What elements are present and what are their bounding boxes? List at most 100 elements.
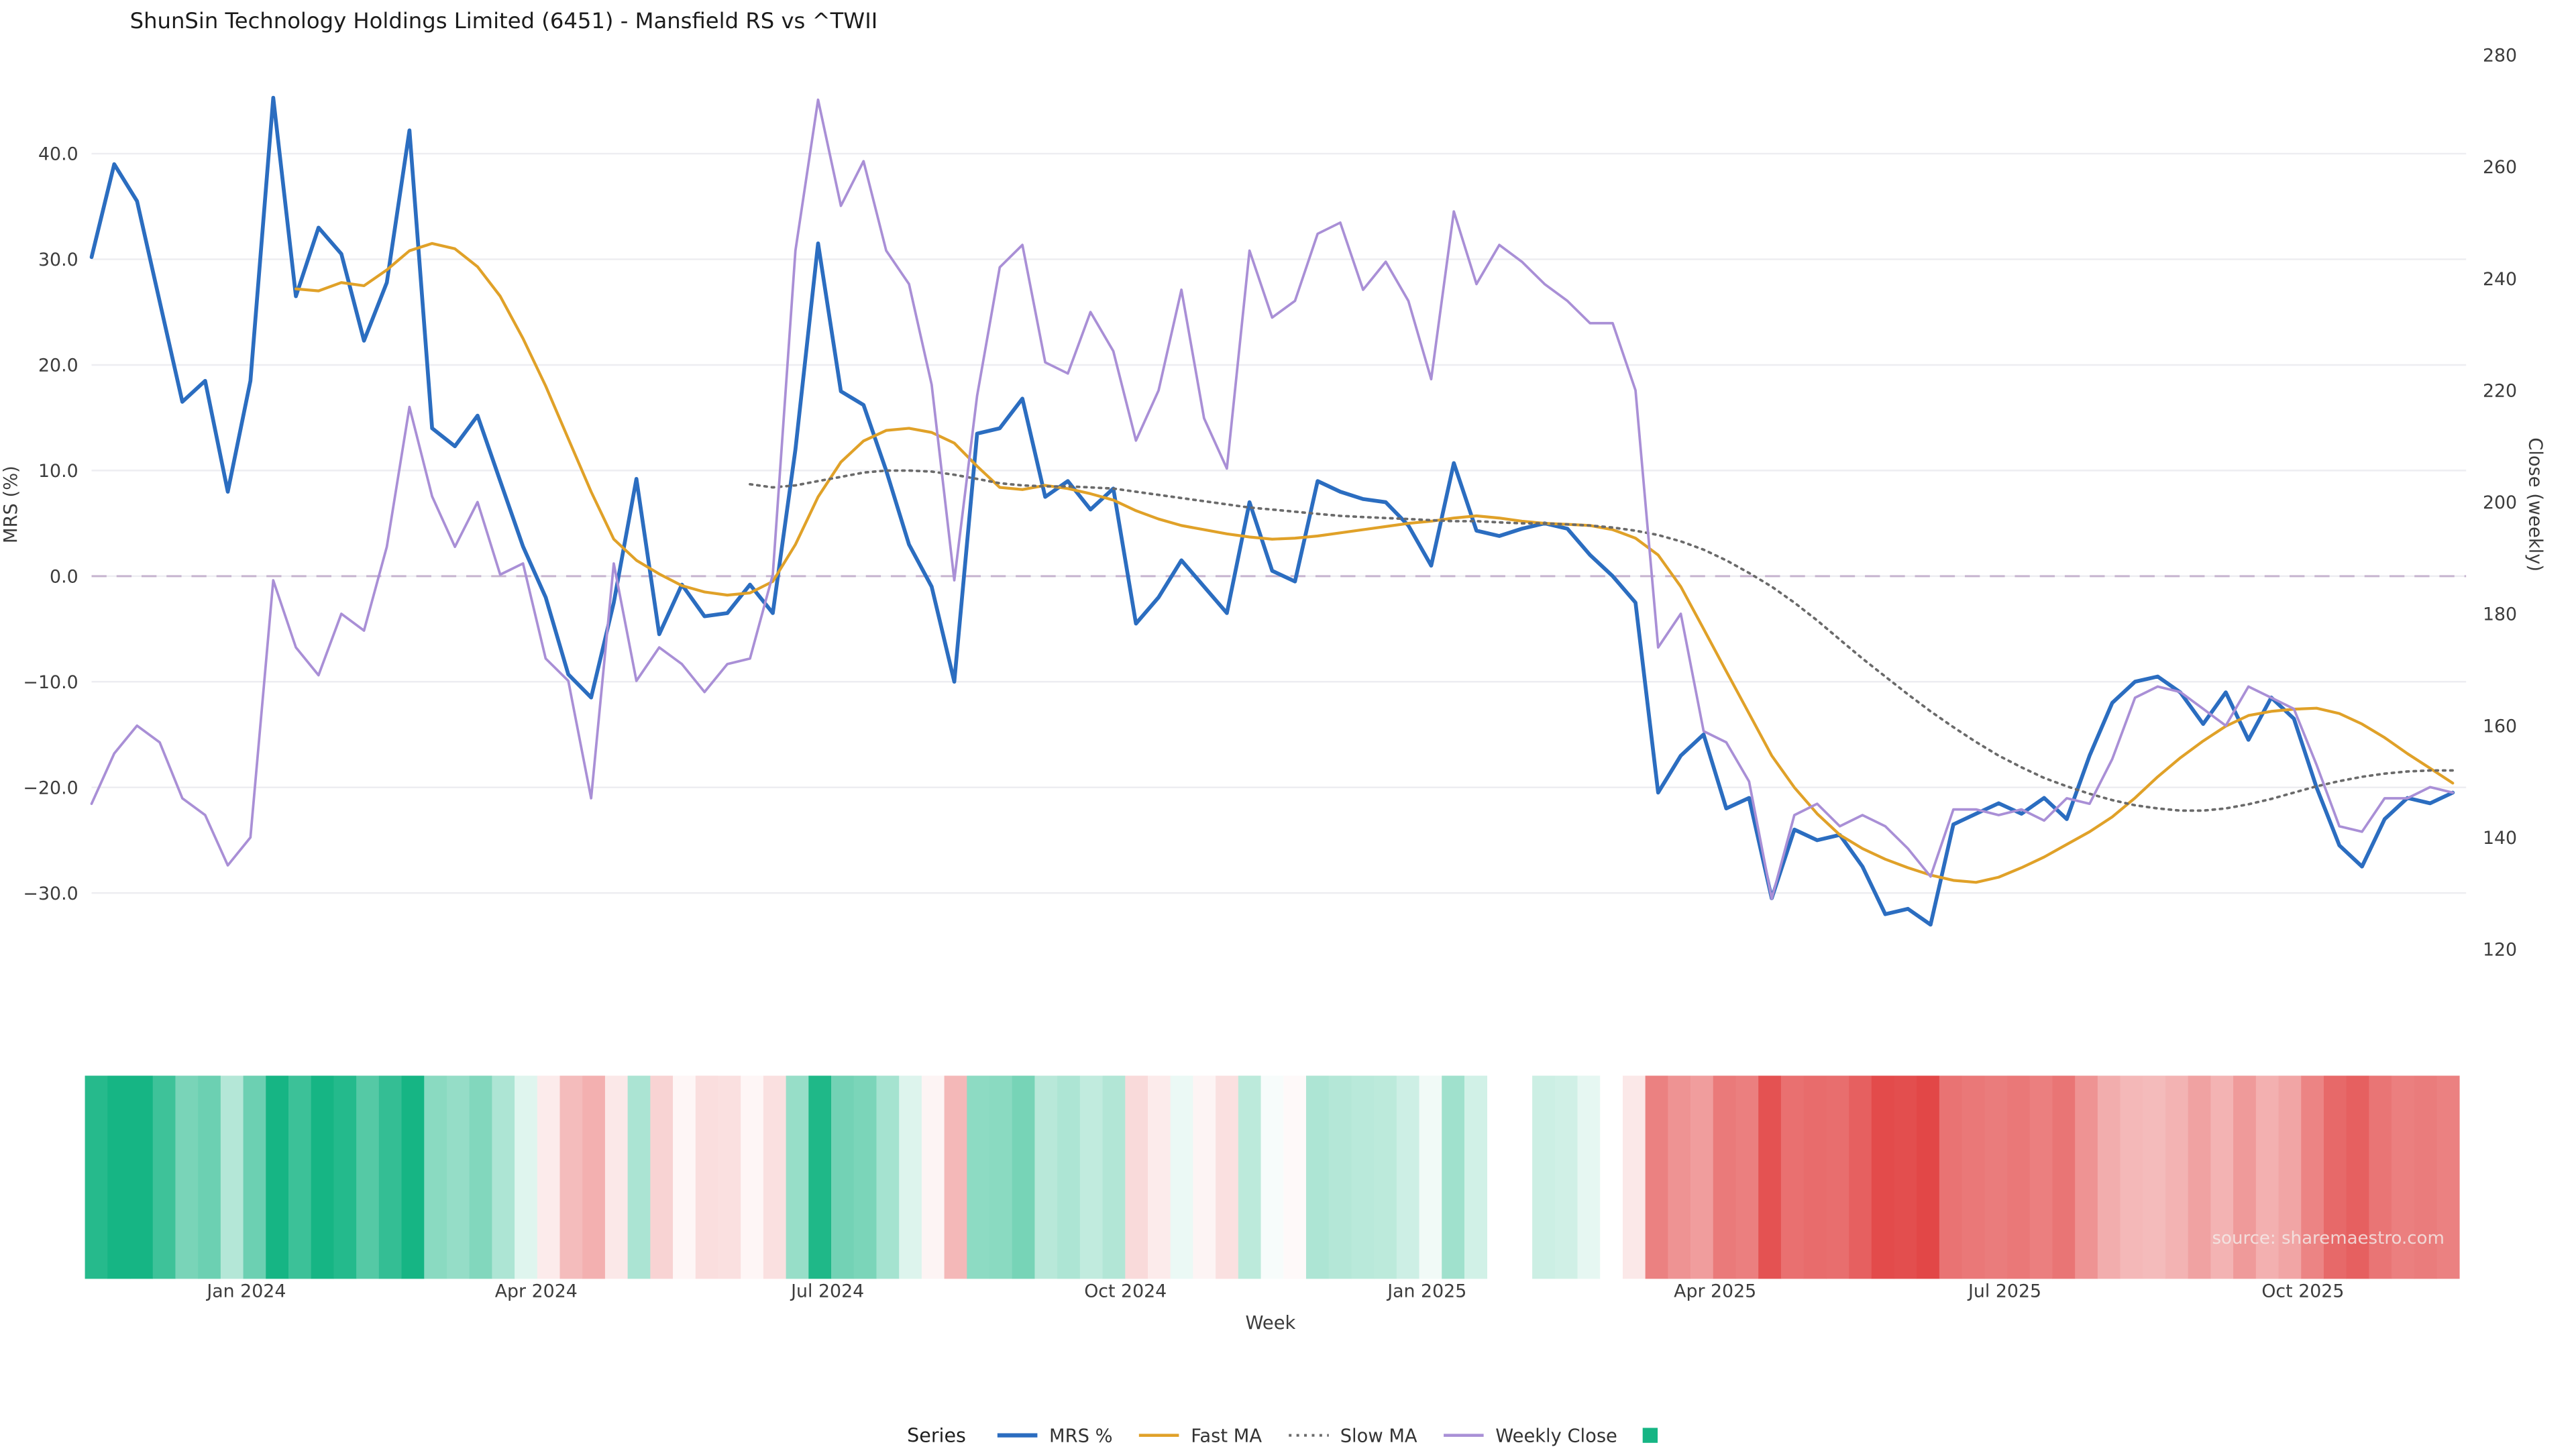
heatmap-cell xyxy=(1305,1075,1330,1279)
heatmap-cell xyxy=(2097,1075,2121,1279)
heatmap-cell xyxy=(469,1075,492,1279)
heatmap-cell xyxy=(1034,1075,1058,1279)
heatmap-cell xyxy=(1803,1075,1827,1279)
heatmap-cell xyxy=(1328,1075,1352,1279)
chart-title: ShunSin Technology Holdings Limited (645… xyxy=(130,8,878,34)
series-line-mrs xyxy=(89,95,2455,927)
heatmap-cell xyxy=(1351,1075,1375,1279)
heatmap-cell xyxy=(1849,1075,1872,1279)
y-right-tick-label: 180 xyxy=(2483,604,2517,625)
legend-swatch-mrs xyxy=(998,1433,1038,1438)
y-left-tick-label: 20.0 xyxy=(38,356,78,376)
heatmap-cell xyxy=(1532,1075,1556,1279)
legend-swatch-weekly-close xyxy=(1444,1434,1484,1437)
legend-items: MRS % Fast MA Slow MA Weekly Close xyxy=(996,1425,1669,1446)
rs-heatmap-strip xyxy=(85,1075,2460,1279)
heatmap-cell xyxy=(763,1075,786,1279)
x-tick-label: Jul 2024 xyxy=(790,1281,864,1302)
x-tick-label: Oct 2024 xyxy=(1084,1281,1167,1302)
source-watermark: source: sharemaestro.com xyxy=(2212,1228,2444,1248)
y-right-tick-label: 260 xyxy=(2483,157,2517,178)
heatmap-cell xyxy=(333,1075,357,1279)
heatmap-cell xyxy=(831,1075,855,1279)
heatmap-cell xyxy=(1193,1075,1216,1279)
heatmap-cell xyxy=(2165,1075,2189,1279)
x-tick-label: Oct 2025 xyxy=(2261,1281,2344,1302)
x-tick-label: Jul 2025 xyxy=(1967,1281,2041,1302)
heatmap-cell xyxy=(1554,1075,1578,1279)
y-right-tick-label: 120 xyxy=(2483,940,2517,961)
heatmap-cell xyxy=(1668,1075,1691,1279)
y-left-tick-label: −20.0 xyxy=(23,777,78,798)
heatmap-cell xyxy=(673,1075,696,1279)
y-right-tick-label: 220 xyxy=(2483,380,2517,401)
heatmap-cell xyxy=(2392,1075,2415,1279)
heatmap-cell xyxy=(401,1075,425,1279)
heatmap-cell xyxy=(1374,1075,1397,1279)
legend-item-mrs[interactable]: MRS % xyxy=(996,1425,1113,1446)
heatmap-cell xyxy=(1419,1075,1442,1279)
y-right-tick-label: 240 xyxy=(2483,269,2517,290)
heatmap-cell xyxy=(2006,1075,2031,1279)
legend-item-fast-ma[interactable]: Fast MA xyxy=(1138,1425,1262,1446)
heatmap-cell xyxy=(1079,1075,1103,1279)
heatmap-cell xyxy=(899,1075,922,1279)
heatmap-cell xyxy=(85,1075,108,1279)
heatmap-cell xyxy=(967,1075,990,1279)
legend-label: Fast MA xyxy=(1191,1424,1263,1446)
heatmap-cell xyxy=(266,1075,289,1279)
legend-item-rs-heat[interactable] xyxy=(1642,1427,1669,1444)
y-right-tick-label: 160 xyxy=(2483,716,2517,737)
heatmap-cell xyxy=(1464,1075,1488,1279)
y-left-tick-label: 40.0 xyxy=(38,144,78,165)
heatmap-cell xyxy=(944,1075,967,1279)
heatmap-cell xyxy=(1871,1075,1894,1279)
heatmap-cell xyxy=(2075,1075,2098,1279)
heatmap-cell xyxy=(2029,1075,2053,1279)
heatmap-cell xyxy=(311,1075,334,1279)
heatmap-cell xyxy=(424,1075,447,1279)
heatmap-cell xyxy=(1260,1075,1284,1279)
heatmap-cell xyxy=(1396,1075,1419,1279)
heatmap-cell xyxy=(243,1075,266,1279)
y-right-tick-label: 140 xyxy=(2483,828,2517,849)
y-left-tick-label: 10.0 xyxy=(38,461,78,482)
y-right-tick-label: 280 xyxy=(2483,46,2517,66)
heatmap-cell xyxy=(1735,1075,1759,1279)
x-tick-label: Jan 2025 xyxy=(1386,1281,1466,1302)
heatmap-cell xyxy=(198,1075,221,1279)
legend-item-weekly-close[interactable]: Weekly Close xyxy=(1442,1425,1617,1446)
legend-swatch-rs-heat xyxy=(1643,1428,1658,1443)
series-line-fast-ma xyxy=(294,241,2455,884)
series-line-weekly-close xyxy=(90,98,2455,900)
heatmap-cell xyxy=(130,1075,154,1279)
heatmap-cell xyxy=(1600,1075,1623,1279)
legend-item-slow-ma[interactable]: Slow MA xyxy=(1287,1425,1417,1446)
x-tick-label: Apr 2025 xyxy=(1674,1281,1756,1302)
y-axis-right-label: Close (weekly) xyxy=(2524,437,2545,572)
heatmap-cell xyxy=(2301,1075,2324,1279)
heatmap-cell xyxy=(786,1075,809,1279)
series-lines-layer xyxy=(89,95,2455,927)
heatmap-cell xyxy=(876,1075,900,1279)
heatmap-cell xyxy=(921,1075,945,1279)
heatmap-cell xyxy=(288,1075,312,1279)
heatmap-cell xyxy=(1102,1075,1126,1279)
legend-title: Series xyxy=(907,1424,966,1448)
legend-swatch-slow-ma xyxy=(1288,1434,1329,1437)
heatmap-cell xyxy=(2369,1075,2392,1279)
heatmap-cell xyxy=(1283,1075,1307,1279)
gridlines-layer xyxy=(91,152,2467,894)
heatmap-cell xyxy=(1894,1075,1917,1279)
heatmap-cell xyxy=(989,1075,1013,1279)
series-line-slow-ma xyxy=(749,469,2455,812)
heatmap-cell xyxy=(2414,1075,2437,1279)
x-tick-label: Apr 2024 xyxy=(495,1281,578,1302)
heatmap-cell xyxy=(1057,1075,1081,1279)
y-left-tick-label: −10.0 xyxy=(23,672,78,693)
heatmap-cell xyxy=(2346,1075,2369,1279)
heatmap-cell xyxy=(1984,1075,2008,1279)
heatmap-cell xyxy=(1148,1075,1171,1279)
heatmap-cell xyxy=(2233,1075,2257,1279)
